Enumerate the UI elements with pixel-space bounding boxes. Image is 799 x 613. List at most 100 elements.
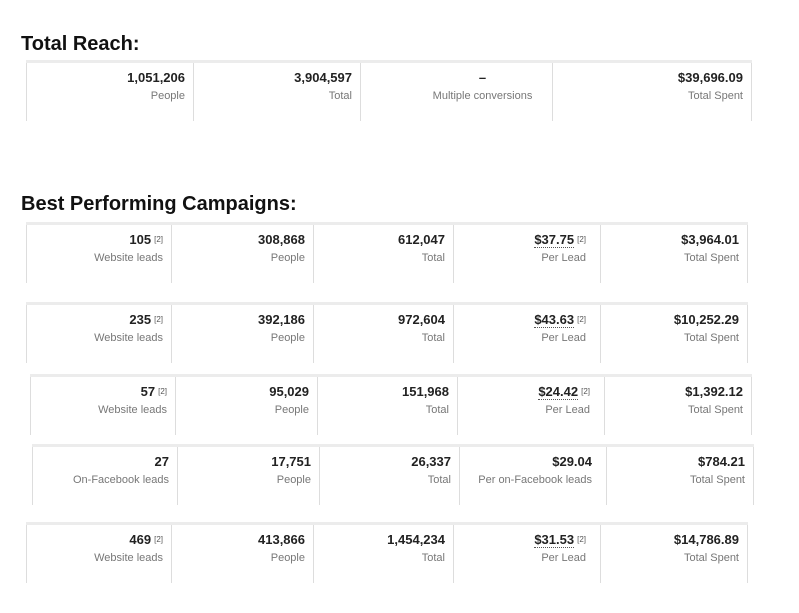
results-value: 469 [2]	[27, 531, 163, 549]
spent-value: $3,964.01	[601, 231, 739, 249]
note-marker[interactable]: [2]	[154, 535, 163, 544]
reach-label: People	[270, 552, 305, 564]
reach-number: 413,866	[258, 532, 305, 547]
results-label: Website leads	[98, 404, 167, 416]
total-reach-heading: Total Reach:	[21, 33, 140, 55]
spent-number: $784.21	[698, 454, 745, 469]
impressions-cell: 3,904,597 Total	[193, 63, 360, 121]
note-marker[interactable]: [2]	[577, 315, 586, 324]
impressions-value: 26,337	[320, 453, 451, 471]
impressions-label: Total	[425, 404, 449, 416]
impressions-label: Total	[427, 474, 451, 486]
results-cell: 105 [2] Website leads	[26, 225, 171, 283]
impressions-number: 972,604	[398, 312, 445, 327]
results-cell: 469 [2] Website leads	[26, 525, 171, 583]
results-number: 235	[129, 312, 152, 327]
campaign-row: 235 [2] Website leads 392,186 People 972,604 T…	[26, 302, 748, 363]
cost-number: $43.63	[534, 312, 575, 328]
impressions-number: 612,047	[398, 232, 445, 247]
note-marker[interactable]: [2]	[158, 387, 167, 396]
results-number: 57	[140, 384, 156, 399]
cost-label: Per on-Facebook leads	[478, 474, 592, 486]
spent-cell: $3,964.01 Total Spent	[600, 225, 748, 283]
value: 3,904,597	[294, 70, 352, 85]
cost-cell: $37.75 [2] Per Lead	[453, 225, 600, 283]
impressions-number: 151,968	[402, 384, 449, 399]
cost-cell: $43.63 [2] Per Lead	[453, 305, 600, 363]
note-marker[interactable]: [2]	[581, 387, 590, 396]
cost-label: Per Lead	[541, 332, 586, 344]
cost-number: $24.42	[538, 384, 579, 400]
spent-cell: $10,252.29 Total Spent	[600, 305, 748, 363]
cost-value: $31.53 [2]	[454, 531, 586, 549]
results-number: 469	[129, 532, 152, 547]
results-number: 105	[129, 232, 152, 247]
reach-label: People	[270, 332, 305, 344]
cost-value: $24.42 [2]	[458, 383, 590, 401]
impressions-value: 1,454,234	[314, 531, 445, 549]
impressions-number: 1,454,234	[387, 532, 445, 547]
impressions-value: 151,968	[318, 383, 449, 401]
value: $39,696.09	[677, 70, 743, 85]
spent-number: $1,392.12	[685, 384, 743, 399]
impressions-cell: 151,968 Total	[317, 377, 457, 435]
campaign-row: 27 On-Facebook leads 17,751 People 26,337 Tot…	[32, 444, 754, 505]
cost-label: Per Lead	[545, 404, 590, 416]
note-marker[interactable]: [2]	[577, 235, 586, 244]
impressions-value: 972,604	[314, 311, 445, 329]
impressions-label: Total	[421, 332, 445, 344]
results-cell: 57 [2] Website leads	[30, 377, 175, 435]
note-marker[interactable]: [2]	[154, 235, 163, 244]
spent-label: Total Spent	[683, 552, 739, 564]
results-label: On-Facebook leads	[73, 474, 169, 486]
results-cell: – Multiple conversions	[360, 63, 552, 121]
impressions-cell: 26,337 Total	[319, 447, 459, 505]
note-marker[interactable]: [2]	[154, 315, 163, 324]
impressions-label: Total	[421, 252, 445, 264]
spent-label: Total Spent	[689, 474, 745, 486]
reach-cell: 392,186 People	[171, 305, 313, 363]
reach-label: People	[270, 252, 305, 264]
cost-number: $37.75	[534, 232, 575, 248]
results-cell: 235 [2] Website leads	[26, 305, 171, 363]
reach-label: People	[274, 404, 309, 416]
spent-cell: $784.21 Total Spent	[606, 447, 754, 505]
note-marker[interactable]: [2]	[577, 535, 586, 544]
spent-label: Total Spent	[683, 252, 739, 264]
label: Total	[328, 90, 352, 102]
reach-cell: 413,866 People	[171, 525, 313, 583]
value: –	[478, 70, 487, 85]
campaign-row: 469 [2] Website leads 413,866 People 1,454,23…	[26, 522, 748, 583]
impressions-cell: 1,454,234 Total	[313, 525, 453, 583]
results-value: 105 [2]	[27, 231, 163, 249]
reach-value: 413,866	[172, 531, 305, 549]
reach-value: 17,751	[178, 453, 311, 471]
spent-cell: $14,786.89 Total Spent	[600, 525, 748, 583]
cost-value: $29.04	[460, 453, 592, 471]
spent-label: Total Spent	[683, 332, 739, 344]
results-label: Website leads	[94, 332, 163, 344]
label: Total Spent	[687, 90, 743, 102]
label: People	[150, 90, 185, 102]
spent-number: $14,786.89	[673, 532, 739, 547]
reach-number: 308,868	[258, 232, 305, 247]
cost-value: $43.63 [2]	[454, 311, 586, 329]
results-cell: 27 On-Facebook leads	[32, 447, 177, 505]
campaign-row: 57 [2] Website leads 95,029 People 151,968 Tot…	[30, 374, 752, 435]
cost-value: $37.75 [2]	[454, 231, 586, 249]
cost-number: $31.53	[534, 532, 575, 548]
cost-label: Per Lead	[541, 252, 586, 264]
reach-value: 392,186	[172, 311, 305, 329]
spent-value: $784.21	[607, 453, 745, 471]
spent-label: Total Spent	[687, 404, 743, 416]
impressions-value: 612,047	[314, 231, 445, 249]
impressions-cell: 612,047 Total	[313, 225, 453, 283]
reach-cell: 308,868 People	[171, 225, 313, 283]
reach-people-cell: 1,051,206 People	[26, 63, 193, 121]
reach-number: 392,186	[258, 312, 305, 327]
reach-cell: 95,029 People	[175, 377, 317, 435]
spent-value: $10,252.29	[601, 311, 739, 329]
impressions-cell: 972,604 Total	[313, 305, 453, 363]
cost-cell: $31.53 [2] Per Lead	[453, 525, 600, 583]
reach-value: 95,029	[176, 383, 309, 401]
